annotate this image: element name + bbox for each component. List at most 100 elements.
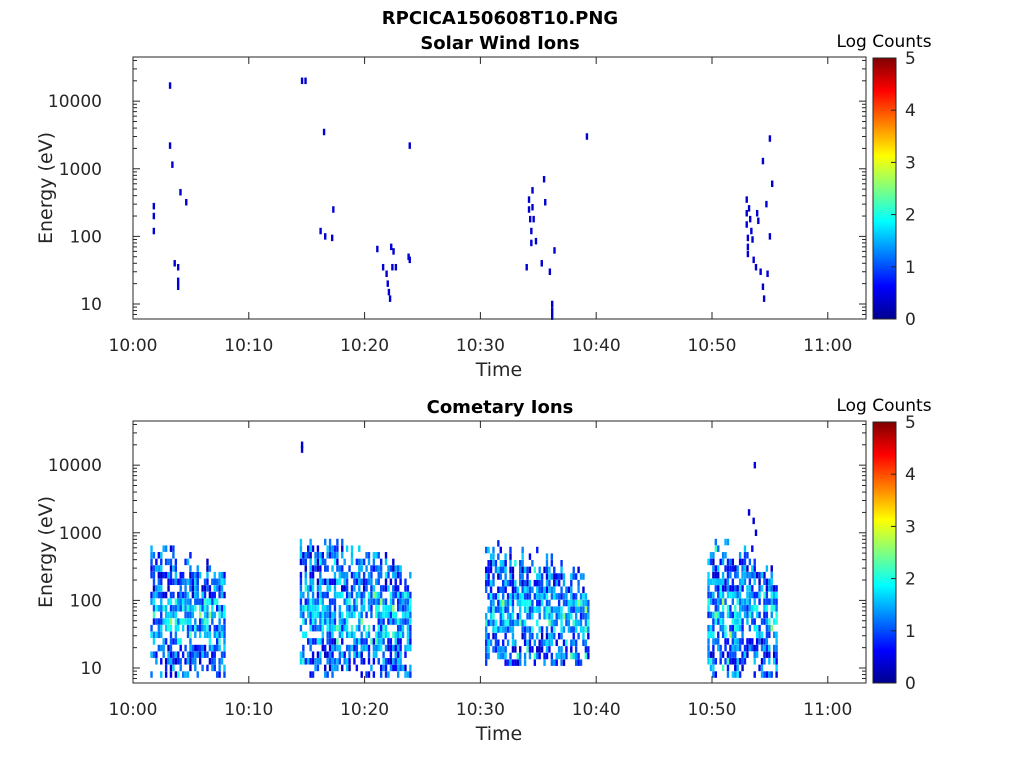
heatmap-cell — [487, 593, 490, 600]
heatmap-cell — [160, 671, 163, 678]
heatmap-cell — [751, 591, 754, 599]
heatmap-cell — [560, 619, 563, 627]
heatmap-cell — [714, 611, 718, 619]
heatmap-cell — [338, 605, 342, 612]
heatmap-cell — [755, 591, 759, 599]
heatmap-cell — [406, 618, 410, 625]
heatmap-cell — [360, 598, 363, 605]
heatmap-cell — [309, 611, 312, 619]
heatmap-cell — [570, 599, 573, 607]
heatmap-cell — [326, 585, 329, 592]
heatmap-cell — [372, 552, 376, 559]
heatmap-cell — [721, 598, 725, 605]
heatmap-cell — [719, 611, 722, 619]
heatmap-cell — [150, 671, 153, 678]
heatmap-cell — [497, 593, 500, 600]
heatmap-cell — [206, 664, 209, 672]
heatmap-cell — [741, 571, 744, 579]
heatmap-cell — [401, 624, 405, 632]
heatmap-cell — [324, 538, 327, 546]
heatmap-cell — [741, 598, 744, 605]
heatmap-cell — [152, 611, 156, 619]
colorbar-tick-label: 4 — [905, 101, 916, 121]
heatmap-cell — [584, 639, 588, 647]
heatmap-cell — [184, 658, 187, 665]
heatmap-cell — [198, 598, 202, 605]
heatmap-cell — [392, 585, 395, 592]
heatmap-cell — [375, 591, 378, 599]
heatmap-cell — [506, 599, 510, 607]
heatmap-cell — [754, 263, 758, 271]
heatmap-cell — [511, 579, 515, 587]
heatmap-cell — [370, 585, 373, 592]
heatmap-cell — [404, 651, 407, 658]
heatmap-cell — [544, 198, 547, 206]
heatmap-cell — [316, 605, 320, 612]
heatmap-cell — [326, 631, 329, 639]
heatmap-cell — [753, 618, 756, 625]
heatmap-cell — [365, 565, 368, 572]
heatmap-cell — [540, 593, 544, 600]
heatmap-cell — [370, 571, 373, 579]
heatmap-cell — [550, 573, 554, 580]
heatmap-cell — [516, 659, 519, 666]
heatmap-cell — [343, 658, 346, 665]
heatmap-cell — [717, 591, 720, 599]
heatmap-cell — [367, 631, 371, 639]
heatmap-cell — [184, 591, 187, 599]
heatmap-cell — [164, 664, 168, 672]
heatmap-cell — [712, 658, 715, 665]
heatmap-cell — [565, 586, 568, 594]
heatmap-cell — [565, 613, 568, 620]
heatmap-cell — [379, 611, 383, 619]
heatmap-cell — [509, 573, 512, 580]
heatmap-cell — [770, 671, 773, 678]
heatmap-cell — [211, 605, 214, 612]
heatmap-cell — [389, 651, 393, 658]
heatmap-cell — [336, 638, 339, 645]
heatmap-cell — [345, 611, 349, 619]
heatmap-cell — [531, 613, 534, 620]
heatmap-cell — [574, 626, 578, 633]
heatmap-cell — [484, 579, 488, 587]
heatmap-cell — [487, 606, 490, 613]
heatmap-cell — [396, 631, 400, 639]
heatmap-cell — [353, 611, 356, 619]
heatmap-cell — [338, 651, 342, 658]
heatmap-cell — [394, 591, 397, 599]
heatmap-cell — [174, 618, 178, 625]
heatmap-cell — [709, 611, 713, 619]
heatmap-cell — [545, 586, 549, 594]
heatmap-cell — [409, 638, 412, 645]
heatmap-cell — [194, 631, 197, 639]
heatmap-cell — [719, 624, 722, 632]
heatmap-cell — [753, 578, 756, 586]
heatmap-cell — [362, 658, 366, 665]
heatmap-cell — [384, 552, 388, 559]
heatmap-cell — [220, 658, 224, 665]
heatmap-cell — [533, 606, 537, 613]
heatmap-cell — [775, 644, 778, 652]
heatmap-cell — [355, 558, 359, 566]
heatmap-cell — [533, 566, 537, 574]
heatmap-cell — [321, 644, 324, 652]
heatmap-cell — [328, 585, 332, 592]
heatmap-cell — [384, 624, 388, 632]
heatmap-cell — [531, 632, 534, 640]
heatmap-cell — [572, 632, 575, 640]
heatmap-cell — [516, 586, 519, 594]
heatmap-cell — [338, 644, 342, 652]
heatmap-cell — [218, 658, 221, 665]
x-tick-label: 10:10 — [224, 700, 273, 720]
heatmap-cell — [729, 605, 732, 612]
heatmap-cell — [319, 578, 322, 586]
heatmap-cell — [331, 578, 334, 586]
heatmap-cell — [189, 605, 192, 612]
heatmap-cell — [750, 227, 753, 235]
heatmap-cell — [499, 619, 502, 627]
heatmap-cell — [734, 571, 737, 579]
y-tick-label: 1000 — [59, 160, 102, 180]
heatmap-cell — [203, 611, 207, 619]
heatmap-cell — [319, 565, 322, 572]
